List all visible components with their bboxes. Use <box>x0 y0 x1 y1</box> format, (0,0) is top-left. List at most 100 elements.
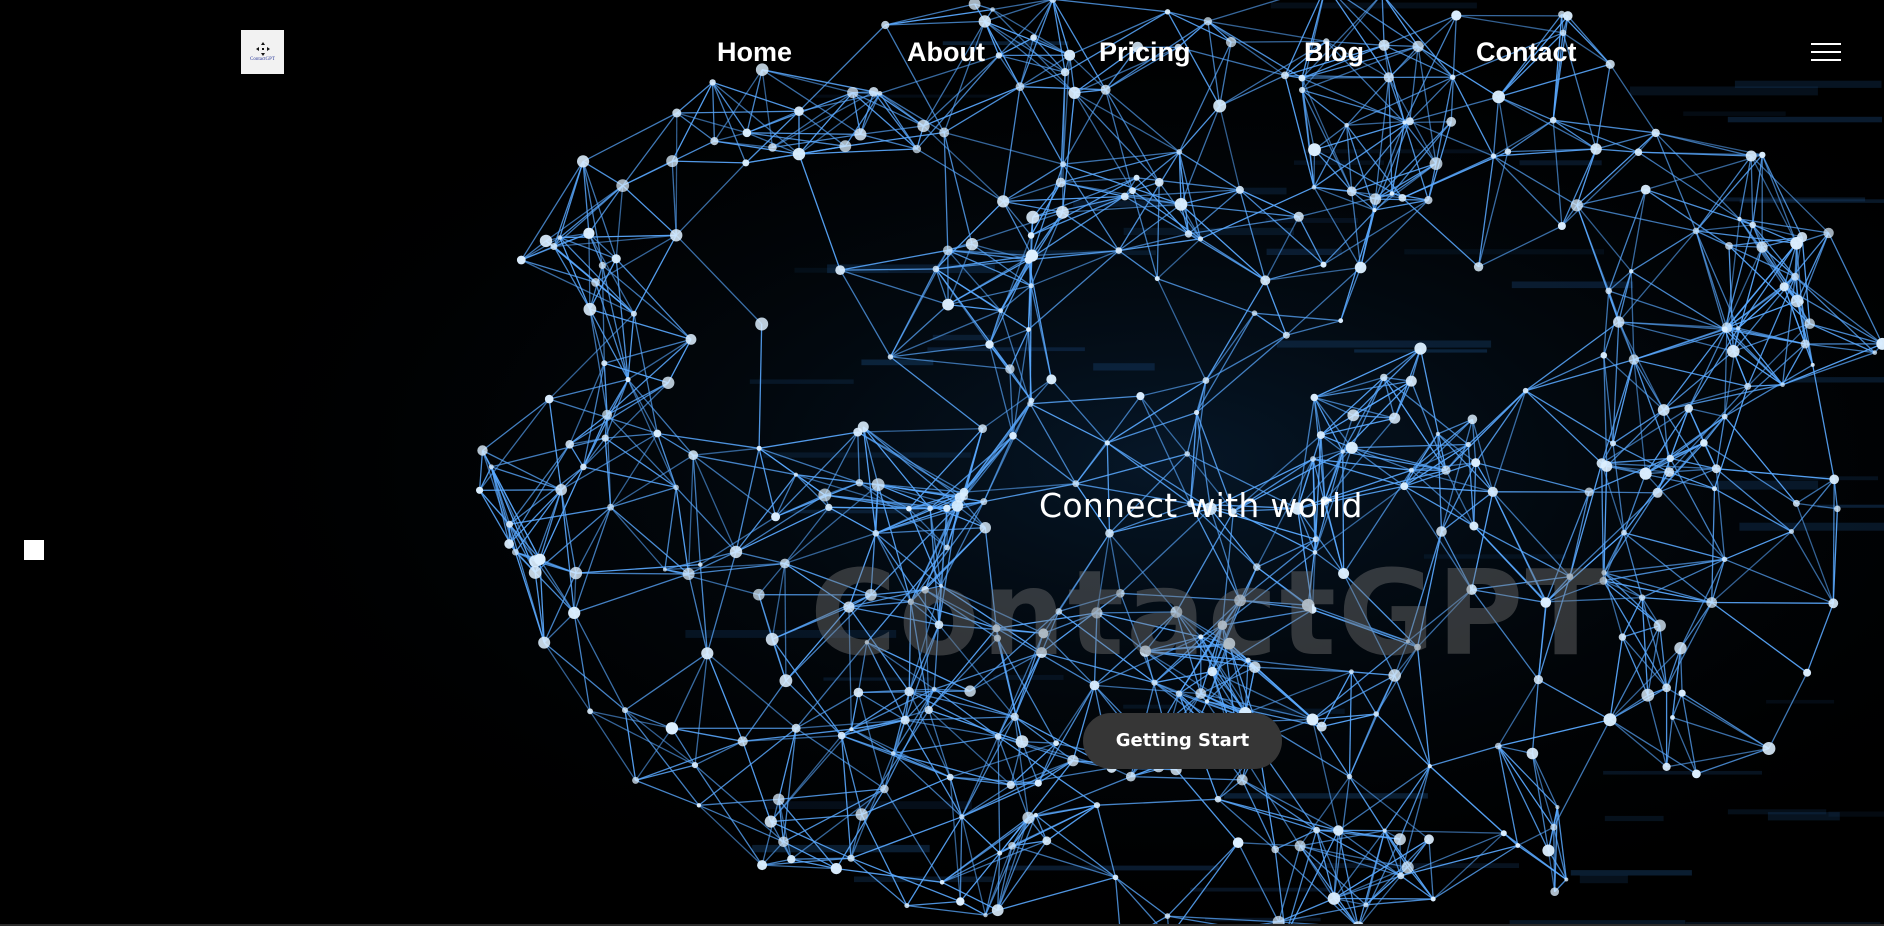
mesh-line <box>1301 45 1419 91</box>
mesh-line <box>1029 403 1077 485</box>
code-streak <box>1313 863 1519 868</box>
mesh-line <box>1782 351 1876 386</box>
mesh-node <box>854 128 867 141</box>
mesh-node <box>662 567 667 572</box>
mesh-line <box>1002 201 1033 256</box>
mesh-line <box>622 160 673 187</box>
mesh-line <box>588 233 591 310</box>
mesh-line <box>1554 807 1559 892</box>
mesh-line <box>1256 566 1309 606</box>
mesh-line <box>1239 189 1300 218</box>
mesh-line <box>879 92 924 127</box>
mesh-line <box>1274 848 1358 926</box>
mesh-line <box>1796 502 1838 510</box>
mesh-line <box>1603 580 1643 599</box>
mesh-line <box>949 777 961 902</box>
hamburger-menu-icon[interactable] <box>1811 43 1843 63</box>
mesh-node <box>544 394 554 404</box>
getting-start-button[interactable]: Getting Start <box>1083 713 1282 769</box>
mesh-node <box>1378 39 1390 51</box>
code-streak <box>1123 227 1294 236</box>
mesh-node <box>968 0 981 10</box>
mesh-line <box>947 249 1032 287</box>
mesh-line <box>1041 592 1121 654</box>
mesh-line <box>862 426 958 507</box>
mesh-node <box>1006 780 1015 790</box>
mesh-line <box>922 21 986 127</box>
mesh-line <box>1796 232 1830 302</box>
slider-indicator[interactable] <box>24 540 44 560</box>
mesh-line <box>1417 46 1437 164</box>
mesh-node <box>1789 529 1794 534</box>
mesh-line <box>1312 458 1317 540</box>
nav-pricing[interactable]: Pricing <box>1099 37 1191 67</box>
mesh-line <box>545 185 624 242</box>
mesh-line <box>969 651 1042 692</box>
mesh-node <box>1327 892 1341 905</box>
mesh-line <box>742 734 842 742</box>
mesh-line <box>582 161 590 234</box>
mesh-line <box>1011 840 1047 847</box>
mesh-node <box>1791 272 1800 281</box>
nav-contact[interactable]: Contact <box>1476 37 1577 67</box>
mesh-line <box>1738 155 1752 220</box>
mesh-node <box>837 731 846 740</box>
mesh-line <box>1301 0 1324 91</box>
mesh-line <box>1400 844 1518 877</box>
mesh-line <box>633 234 677 315</box>
mesh-line <box>857 427 983 433</box>
mesh-line <box>582 161 617 260</box>
code-streak <box>1190 887 1333 892</box>
mesh-line <box>988 344 1014 436</box>
mesh-line <box>910 601 940 626</box>
mesh-node <box>780 558 790 569</box>
mesh-line <box>1178 151 1202 239</box>
site-logo[interactable]: ContactGPT <box>241 30 284 74</box>
nav-about[interactable]: About <box>907 37 985 67</box>
mesh-line <box>1115 876 1160 926</box>
mesh-line <box>1219 105 1241 191</box>
mesh-line <box>1796 478 1835 504</box>
mesh-node <box>1009 432 1017 440</box>
mesh-line <box>996 627 1095 686</box>
nav-home[interactable]: Home <box>717 37 793 67</box>
mesh-line <box>1507 119 1554 153</box>
mesh-line <box>672 160 746 164</box>
mesh-line <box>1052 0 1071 56</box>
mesh-line <box>1638 151 1740 220</box>
mesh-line <box>929 508 940 625</box>
mesh-line <box>606 379 629 416</box>
mesh-node <box>1735 326 1741 331</box>
mesh-line <box>1346 124 1403 199</box>
mesh-node <box>951 500 964 512</box>
mesh-line <box>1312 458 1412 471</box>
mesh-line <box>1114 877 1121 926</box>
mesh-node <box>887 354 894 360</box>
mesh-line <box>996 637 1057 744</box>
mesh-line <box>742 728 852 742</box>
mesh-line <box>1475 462 1494 493</box>
mesh-node <box>1176 149 1183 155</box>
mesh-line <box>1618 271 1632 323</box>
mesh-line <box>1061 164 1064 213</box>
code-streak <box>813 94 1005 98</box>
mesh-line <box>1357 830 1386 926</box>
nav-blog[interactable]: Blog <box>1304 37 1364 67</box>
mesh-node <box>1202 377 1210 384</box>
mesh-line <box>1358 838 1401 926</box>
mesh-line <box>1576 205 1620 323</box>
mesh-line <box>1671 648 1682 718</box>
mesh-line <box>1346 76 1453 126</box>
mesh-line <box>879 93 918 150</box>
mesh-node <box>1100 84 1111 95</box>
mesh-line <box>479 489 562 491</box>
mesh-node <box>538 636 551 649</box>
mesh-line <box>844 93 881 147</box>
mesh-node <box>1492 90 1505 104</box>
mesh-line <box>1828 232 1883 345</box>
mesh-node <box>1558 10 1566 18</box>
mesh-line <box>1603 290 1610 356</box>
mesh-line <box>1041 651 1155 684</box>
mesh-line <box>1404 485 1493 493</box>
